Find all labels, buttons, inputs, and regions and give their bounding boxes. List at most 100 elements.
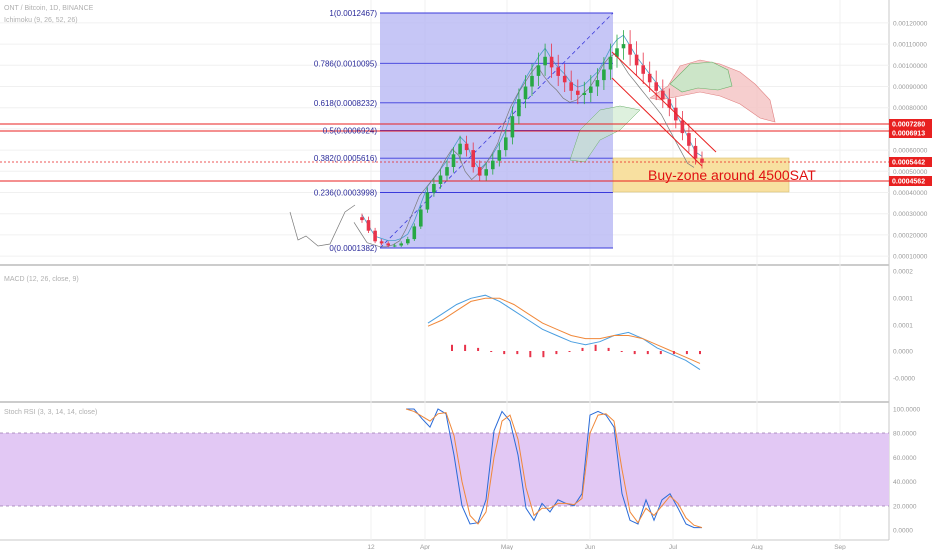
macd-histogram-bar xyxy=(542,351,545,358)
candle-body xyxy=(510,116,515,138)
fibonacci-level-label: 0(0.0001382) xyxy=(329,244,377,253)
candle-body xyxy=(589,86,593,93)
ichimoku-lagging-line-start xyxy=(289,204,356,247)
candle-body xyxy=(497,150,502,161)
price-badge-label: 0.0007280 xyxy=(892,122,925,129)
candle-body xyxy=(576,90,580,95)
macd-histogram-bar xyxy=(451,344,453,351)
candle-body xyxy=(373,230,377,242)
macd-series-line xyxy=(427,297,701,364)
channel-lower-line xyxy=(611,77,703,167)
candle-body xyxy=(608,56,613,70)
candle-body xyxy=(471,150,475,168)
price-tick-label: 0.00110000 xyxy=(893,42,927,49)
stoch-tick-label: 60.0000 xyxy=(893,455,917,462)
candle-body xyxy=(379,241,384,244)
candle-body xyxy=(399,243,403,246)
macd-histogram-bar xyxy=(490,351,493,352)
macd-histogram-bar xyxy=(529,351,532,358)
fibonacci-level-label: 0.236(0.0003998) xyxy=(314,189,378,198)
macd-histogram-bar xyxy=(568,351,571,352)
stoch-tick-label: 40.0000 xyxy=(893,479,917,486)
candle-body xyxy=(477,167,482,176)
macd-histogram-bar xyxy=(646,351,649,355)
macd-tick-label: 0.0002 xyxy=(893,269,913,276)
candle-body xyxy=(406,239,410,244)
price-tick-label: 0.00050000 xyxy=(893,169,928,176)
time-axis-labels: 12 Apr May Jun Jul Aug Sep xyxy=(367,544,846,551)
price-badge-label: 0.0005442 xyxy=(892,160,925,167)
candle-body xyxy=(386,243,390,246)
fibonacci-level-label: 0.618(0.0008232) xyxy=(314,99,378,108)
macd-histogram-bar xyxy=(659,351,662,355)
time-tick-label: 12 xyxy=(367,544,375,550)
macd-tick-label: 0.0001 xyxy=(893,296,913,303)
macd-histogram-bar xyxy=(516,351,519,355)
ichimoku-cloud xyxy=(569,59,776,163)
candle-body xyxy=(517,99,521,117)
candle-body xyxy=(654,82,658,91)
buy-zone-annotation: Buy-zone around 4500SAT xyxy=(648,167,816,183)
candle-body xyxy=(582,92,587,95)
candle-body xyxy=(464,143,469,151)
fibonacci-labels: 1(0.0012467) 0.786(0.0010095) 0.618(0.0008… xyxy=(314,9,378,253)
candle-body xyxy=(412,226,417,240)
candle-body xyxy=(647,73,652,83)
macd-histogram-bar xyxy=(594,344,597,351)
price-tick-label: 0.00060000 xyxy=(893,148,928,155)
macd-tick-label: 0.0000 xyxy=(893,349,913,356)
macd-histogram-bar xyxy=(503,351,506,355)
macd-histogram-bar xyxy=(607,347,610,351)
price-tick-label: 0.00090000 xyxy=(893,84,928,91)
candle-body xyxy=(628,44,632,55)
price-tick-label: 0.00080000 xyxy=(893,105,928,112)
ichimoku-cloud-past xyxy=(569,105,641,163)
candle-body xyxy=(667,99,672,108)
stoch-tick-label: 0.0000 xyxy=(893,528,913,535)
ichimoku-lagging-line xyxy=(353,52,695,248)
candle-body xyxy=(543,56,547,66)
candle-body xyxy=(700,158,704,163)
fibonacci-trendline xyxy=(379,12,614,249)
macd-histogram-bar xyxy=(672,351,675,355)
macd-tick-label: 0.0001 xyxy=(893,323,913,330)
price-tick-label: 0.00120000 xyxy=(893,20,928,27)
fibonacci-level-label: 0.786(0.0010095) xyxy=(314,59,378,68)
macd-histogram-bar xyxy=(477,347,480,351)
stoch-rsi-panel: 100.0000 80.0000 60.0000 40.0000 20.0000 0.00… xyxy=(405,407,920,535)
buy-zone xyxy=(612,157,790,193)
candle-body xyxy=(680,120,685,134)
candle-body xyxy=(523,86,528,100)
macd-histogram-bar xyxy=(699,351,701,355)
stoch-tick-label: 20.0000 xyxy=(893,503,917,510)
macd-tick-label: -0.0000 xyxy=(893,376,915,383)
stoch-tick-label: 80.0000 xyxy=(893,431,917,438)
stoch-rsi-band xyxy=(0,433,889,506)
candle-body xyxy=(562,75,567,83)
candle-body xyxy=(392,245,397,247)
candle-body xyxy=(621,44,626,49)
price-tick-label: 0.00010000 xyxy=(893,254,928,261)
candle-body xyxy=(491,160,495,170)
candle-body xyxy=(530,75,534,87)
price-panel-title: ONT / Bitcoin, 1D, BINANCE xyxy=(4,5,94,12)
fibonacci-level-label: 1(0.0012467) xyxy=(329,9,377,18)
price-tick-label: 0.00030000 xyxy=(893,211,928,218)
price-badge-label: 0.0006913 xyxy=(892,131,925,138)
time-tick-label: Aug xyxy=(751,544,763,550)
candle-body xyxy=(602,69,606,81)
candle-body xyxy=(693,145,698,159)
candle-body xyxy=(438,175,443,184)
macd-histogram-bar xyxy=(620,351,623,352)
time-tick-label: Apr xyxy=(420,544,431,550)
candle-body xyxy=(595,80,600,87)
time-tick-label: May xyxy=(501,544,514,550)
macd-histogram-bar xyxy=(633,351,636,355)
macd-series-line xyxy=(427,294,701,371)
time-tick-label: Jun xyxy=(585,544,596,550)
price-candles xyxy=(360,30,704,248)
candle-body xyxy=(556,67,560,76)
macd-histogram-bar xyxy=(464,344,467,351)
